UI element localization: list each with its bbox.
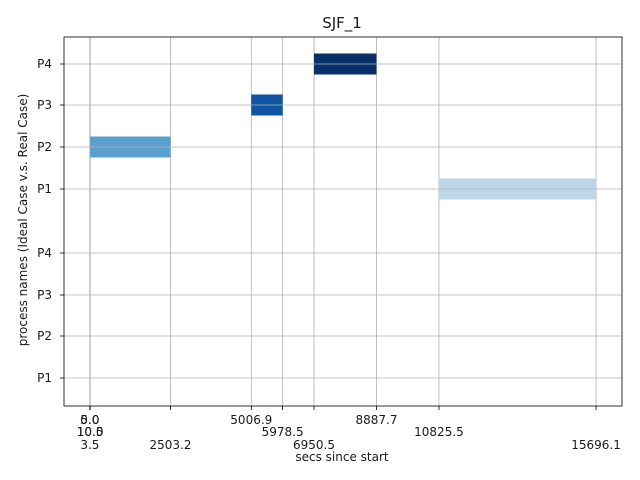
y-tick-label: P2 — [37, 140, 52, 154]
axes-frame — [63, 36, 623, 407]
y-tick-label: P2 — [37, 329, 52, 343]
x-axis-label: secs since start — [295, 450, 389, 464]
x-tick-label: 5006.9 — [230, 413, 272, 427]
y-tick-label: P3 — [37, 288, 52, 302]
x-tick-label: 8887.7 — [355, 413, 397, 427]
y-tick-label: P4 — [37, 57, 52, 71]
x-tick-label: 5978.5 — [262, 425, 304, 439]
y-tick-label: P1 — [37, 182, 52, 196]
x-tick-label: 2503.2 — [150, 438, 192, 452]
y-axis-label: process names (Ideal Case v.s. Real Case… — [16, 94, 30, 347]
plot-area: P1 P2 P3 P4 P1 P2 P3 P4 0.0 3.5 5.010.010.5 2503.2 5… — [37, 36, 623, 452]
x-tick-label: 10825.5 — [414, 425, 464, 439]
x-tick-label: 15696.1 — [571, 438, 621, 452]
x-tick-label: 5.0 — [80, 413, 99, 427]
chart-title: SJF_1 — [322, 14, 362, 33]
y-tick-label: P3 — [37, 98, 52, 112]
x-tick-label: 3.5 — [80, 438, 99, 452]
x-tick-label: 0.0 — [80, 413, 99, 427]
x-tick-label: 10.5 — [77, 425, 104, 439]
y-tick-label: P4 — [37, 246, 52, 260]
x-tick-label: 10.0 — [77, 425, 104, 439]
x-tick-label: 6950.5 — [293, 438, 335, 452]
y-tick-label: P1 — [37, 371, 52, 385]
